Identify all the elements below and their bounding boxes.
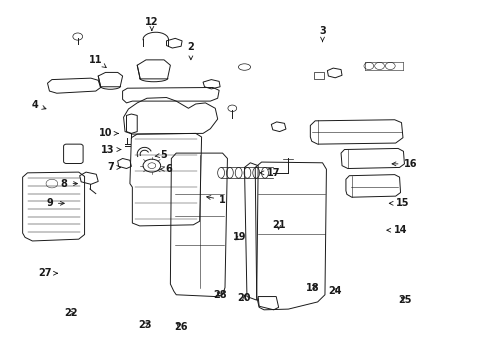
Text: 18: 18 (305, 283, 319, 293)
Text: 5: 5 (155, 150, 167, 160)
Text: 25: 25 (398, 295, 411, 305)
Text: 22: 22 (64, 308, 78, 318)
Text: 15: 15 (388, 198, 409, 208)
Text: 17: 17 (260, 168, 280, 178)
Text: 9: 9 (46, 198, 64, 208)
Text: 12: 12 (145, 17, 158, 30)
Text: 26: 26 (174, 322, 187, 332)
Text: 8: 8 (61, 179, 77, 189)
Text: 23: 23 (138, 320, 151, 330)
Text: 6: 6 (160, 164, 172, 174)
Text: 14: 14 (386, 225, 407, 235)
Text: 20: 20 (237, 293, 251, 303)
Text: 11: 11 (89, 55, 106, 68)
Text: 27: 27 (38, 268, 57, 278)
Text: 3: 3 (319, 26, 325, 42)
Text: 16: 16 (391, 159, 416, 169)
Text: 21: 21 (271, 220, 285, 230)
Text: 7: 7 (107, 162, 121, 172)
Text: 2: 2 (187, 42, 194, 60)
Text: 28: 28 (213, 290, 226, 300)
Text: 13: 13 (101, 144, 121, 154)
Text: 10: 10 (99, 129, 118, 138)
Text: 1: 1 (206, 195, 225, 205)
Bar (314, 72, 324, 79)
Text: 24: 24 (327, 286, 341, 296)
Text: 19: 19 (232, 232, 246, 242)
Text: 4: 4 (31, 100, 46, 110)
